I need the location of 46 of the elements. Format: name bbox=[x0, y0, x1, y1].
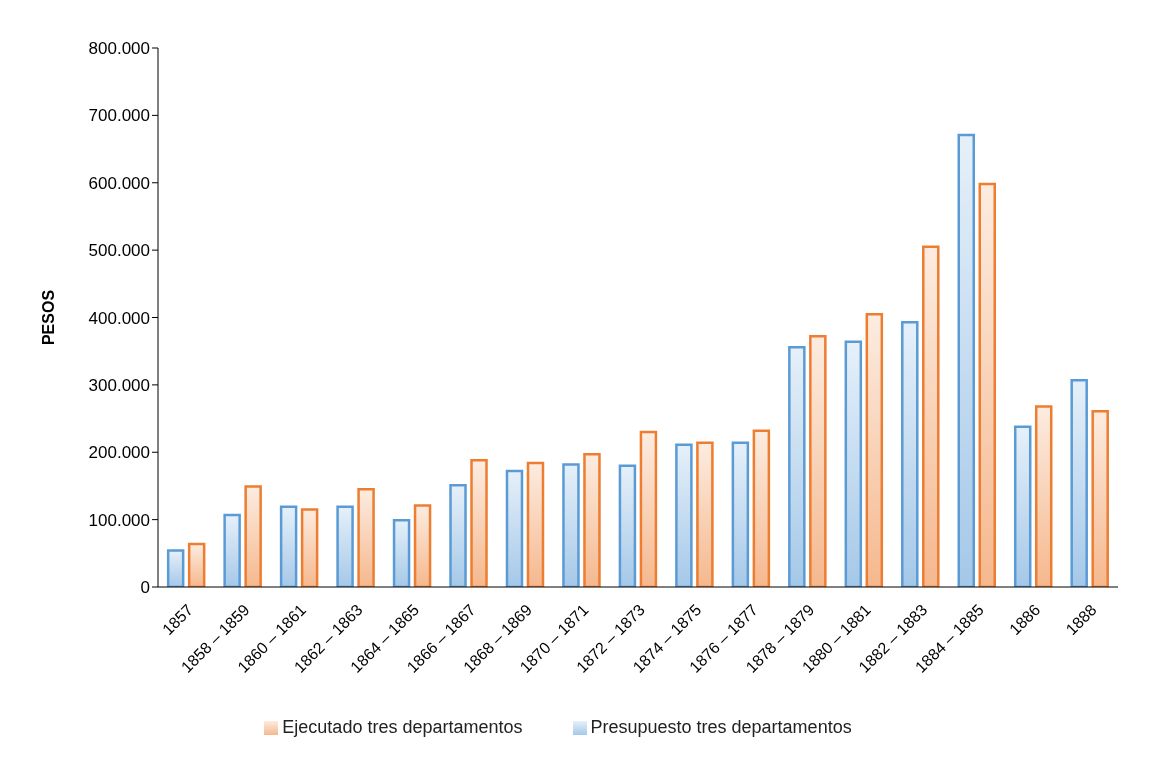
y-tick-label: 700.000 bbox=[88, 106, 150, 126]
bar bbox=[449, 484, 467, 587]
bar bbox=[1091, 409, 1109, 587]
bar bbox=[639, 430, 658, 587]
bar bbox=[526, 461, 545, 587]
bar bbox=[244, 485, 262, 587]
bar bbox=[562, 463, 580, 587]
y-tick-label: 500.000 bbox=[88, 241, 150, 261]
bar bbox=[901, 320, 919, 587]
bar bbox=[336, 505, 354, 587]
y-tick-label: 800.000 bbox=[88, 39, 150, 59]
bar bbox=[583, 453, 601, 587]
legend-label: Presupuesto tres departamentos bbox=[590, 717, 852, 737]
bar bbox=[300, 508, 319, 587]
y-tick-label: 400.000 bbox=[88, 308, 150, 328]
y-tick-label: 300.000 bbox=[88, 375, 150, 395]
bar bbox=[844, 340, 863, 587]
bar bbox=[618, 464, 637, 587]
bar bbox=[675, 443, 693, 587]
y-tick-label: 600.000 bbox=[88, 173, 150, 193]
bar bbox=[978, 182, 996, 587]
bar bbox=[922, 245, 940, 587]
bar bbox=[752, 429, 771, 587]
bar bbox=[392, 519, 411, 587]
y-tick-label: 0 bbox=[140, 578, 150, 598]
bar bbox=[788, 345, 806, 587]
bar bbox=[865, 312, 884, 587]
legend-label: Ejecutado tres departamentos bbox=[282, 717, 523, 737]
bar bbox=[731, 441, 750, 587]
y-tick-label: 100.000 bbox=[88, 510, 150, 530]
y-tick-label: 200.000 bbox=[88, 443, 150, 463]
bar bbox=[505, 469, 524, 587]
bar bbox=[279, 505, 298, 587]
y-axis-title: PESOS bbox=[39, 289, 57, 346]
bar bbox=[1070, 378, 1088, 587]
bar bbox=[1013, 425, 1032, 587]
bar bbox=[413, 504, 432, 587]
bar bbox=[696, 441, 714, 587]
bar bbox=[957, 133, 975, 587]
bar bbox=[187, 542, 206, 587]
bar bbox=[809, 335, 827, 587]
bar bbox=[357, 488, 375, 587]
bar bbox=[1034, 405, 1053, 587]
bar bbox=[470, 459, 488, 587]
bar bbox=[223, 513, 241, 587]
bar bbox=[166, 549, 185, 587]
